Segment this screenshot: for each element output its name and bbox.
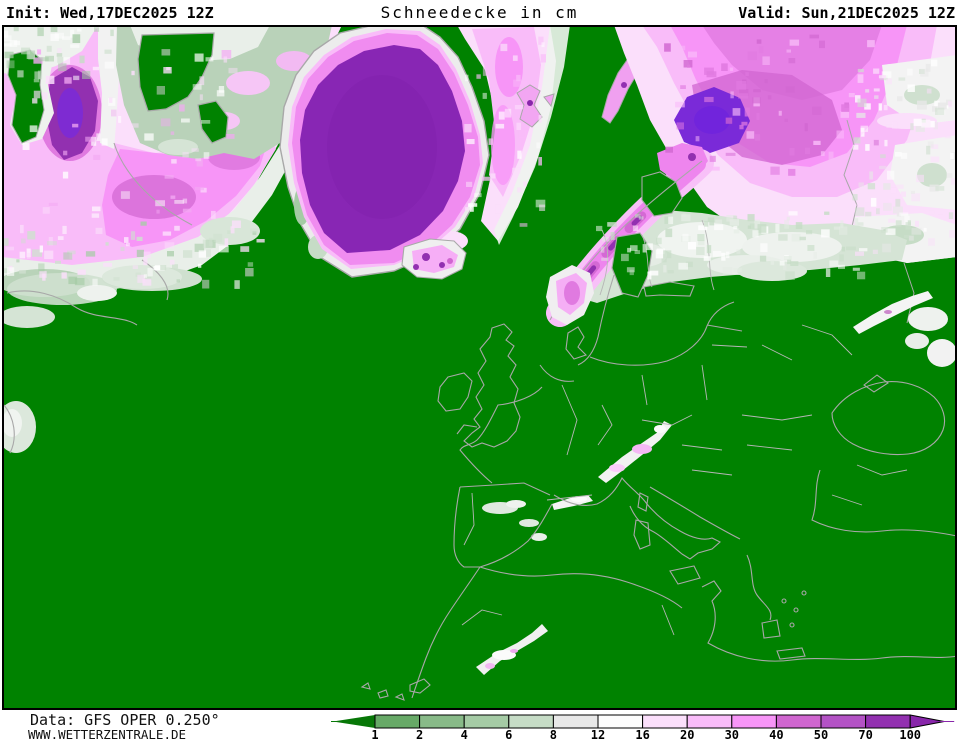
iberia-snow xyxy=(482,495,593,541)
init-datetime-label: Init: Wed,17DEC2025 12Z xyxy=(6,4,214,22)
valid-datetime-label: Valid: Sun,21DEC2025 12Z xyxy=(738,4,955,22)
data-source-label: Data: GFS OPER 0.250° xyxy=(30,711,220,729)
footer-bar: Data: GFS OPER 0.250° WWW.WETTERZENTRALE… xyxy=(0,710,959,741)
newfoundland-snow xyxy=(2,259,182,454)
svg-text:8: 8 xyxy=(550,728,557,741)
south-norway-snow xyxy=(546,265,594,325)
raster-noise-overlay xyxy=(2,26,957,289)
svg-text:12: 12 xyxy=(591,728,605,741)
svg-text:2: 2 xyxy=(416,728,423,741)
svalbard-snow xyxy=(516,84,555,128)
svg-text:70: 70 xyxy=(858,728,872,741)
map-frame xyxy=(2,25,957,710)
russia-snow-field xyxy=(614,25,957,324)
coastlines xyxy=(360,274,957,701)
svg-text:20: 20 xyxy=(680,728,694,741)
alps-snow xyxy=(598,421,672,483)
svg-text:30: 30 xyxy=(725,728,739,741)
svg-text:4: 4 xyxy=(461,728,468,741)
map-canvas xyxy=(2,25,957,710)
svg-text:100: 100 xyxy=(899,728,921,741)
caucasus-snow xyxy=(737,261,957,367)
greenland-ice-sheet xyxy=(279,25,570,278)
svg-text:50: 50 xyxy=(814,728,828,741)
legend-colorbar: 1 2 4 6 8 12 16 20 30 40 50 70 100 xyxy=(331,714,955,741)
iceland-snow xyxy=(401,238,467,280)
svg-text:16: 16 xyxy=(635,728,649,741)
svg-text:6: 6 xyxy=(505,728,512,741)
header-bar: Init: Wed,17DEC2025 12Z Schneedecke in c… xyxy=(0,0,959,25)
atlas-snow xyxy=(476,624,548,675)
svg-text:40: 40 xyxy=(769,728,783,741)
svg-text:1: 1 xyxy=(371,728,378,741)
map-title: Schneedecke in cm xyxy=(380,3,579,22)
snow-depth-map xyxy=(2,25,957,710)
website-label: WWW.WETTERZENTRALE.DE xyxy=(28,727,187,741)
